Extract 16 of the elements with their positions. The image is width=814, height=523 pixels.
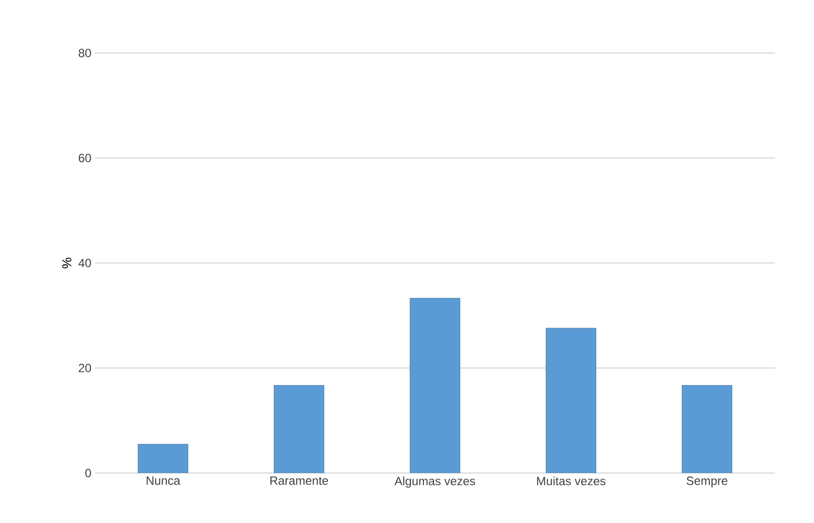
y-axis-title: %	[62, 258, 72, 268]
x-tick-label: Algumas vezes	[394, 476, 476, 488]
x-tick-label: Nunca	[146, 476, 180, 485]
y-tick-label: 40	[78, 258, 92, 268]
x-tick-label: Sempre	[686, 476, 728, 488]
bar	[138, 444, 188, 473]
bar	[682, 385, 732, 473]
x-tick-label: Raramente	[270, 476, 328, 485]
bar	[274, 385, 324, 473]
y-tick-label: 20	[78, 364, 92, 372]
bar	[546, 328, 596, 473]
x-tick-label: Muitas vezes	[537, 476, 606, 486]
y-tick-label: 60	[78, 154, 92, 162]
bar	[410, 298, 460, 473]
y-tick-label: 80	[78, 48, 92, 58]
y-tick-label: 0	[85, 468, 92, 478]
